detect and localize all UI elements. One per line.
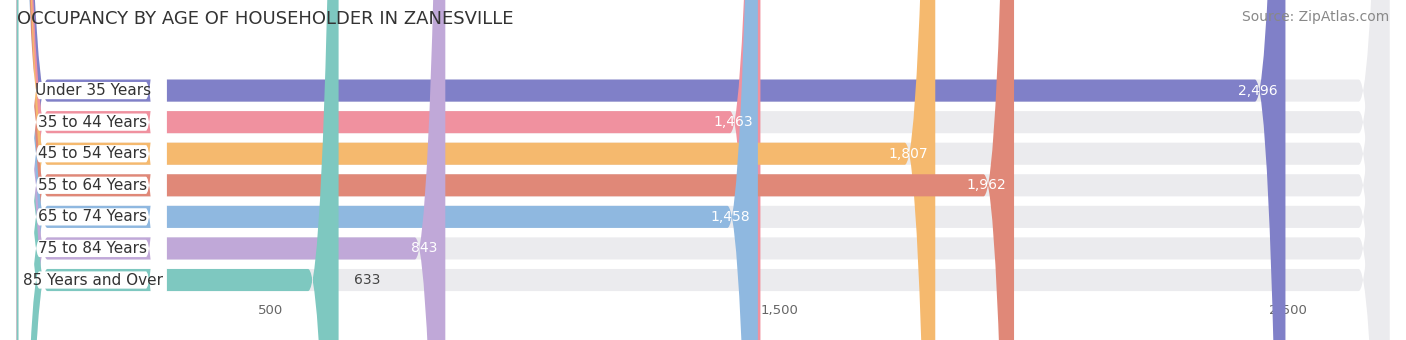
Text: 843: 843 [412, 241, 437, 255]
FancyBboxPatch shape [17, 0, 758, 340]
FancyBboxPatch shape [17, 0, 1389, 340]
Text: 65 to 74 Years: 65 to 74 Years [38, 209, 148, 224]
FancyBboxPatch shape [17, 0, 1389, 340]
FancyBboxPatch shape [17, 0, 1285, 340]
Text: 1,962: 1,962 [967, 178, 1007, 192]
FancyBboxPatch shape [17, 0, 1389, 340]
FancyBboxPatch shape [17, 0, 1389, 340]
FancyBboxPatch shape [18, 0, 166, 340]
FancyBboxPatch shape [18, 0, 166, 340]
Text: 1,807: 1,807 [889, 147, 928, 161]
Text: 55 to 64 Years: 55 to 64 Years [38, 178, 148, 193]
FancyBboxPatch shape [18, 0, 166, 340]
FancyBboxPatch shape [18, 0, 166, 340]
Text: 633: 633 [354, 273, 380, 287]
Text: OCCUPANCY BY AGE OF HOUSEHOLDER IN ZANESVILLE: OCCUPANCY BY AGE OF HOUSEHOLDER IN ZANES… [17, 10, 513, 28]
FancyBboxPatch shape [18, 0, 166, 340]
FancyBboxPatch shape [17, 0, 935, 340]
FancyBboxPatch shape [17, 0, 1389, 340]
FancyBboxPatch shape [17, 0, 339, 340]
Text: 2,496: 2,496 [1239, 84, 1278, 98]
Text: Source: ZipAtlas.com: Source: ZipAtlas.com [1241, 10, 1389, 24]
FancyBboxPatch shape [17, 0, 1389, 340]
FancyBboxPatch shape [17, 0, 446, 340]
Text: 1,463: 1,463 [713, 115, 752, 129]
Text: Under 35 Years: Under 35 Years [35, 83, 150, 98]
Text: 85 Years and Over: 85 Years and Over [22, 273, 163, 288]
Text: 35 to 44 Years: 35 to 44 Years [38, 115, 148, 130]
Text: 45 to 54 Years: 45 to 54 Years [38, 146, 148, 161]
FancyBboxPatch shape [18, 0, 166, 340]
Text: 1,458: 1,458 [710, 210, 751, 224]
FancyBboxPatch shape [18, 0, 166, 340]
FancyBboxPatch shape [17, 0, 761, 340]
Text: 75 to 84 Years: 75 to 84 Years [38, 241, 148, 256]
FancyBboxPatch shape [17, 0, 1389, 340]
FancyBboxPatch shape [17, 0, 1014, 340]
